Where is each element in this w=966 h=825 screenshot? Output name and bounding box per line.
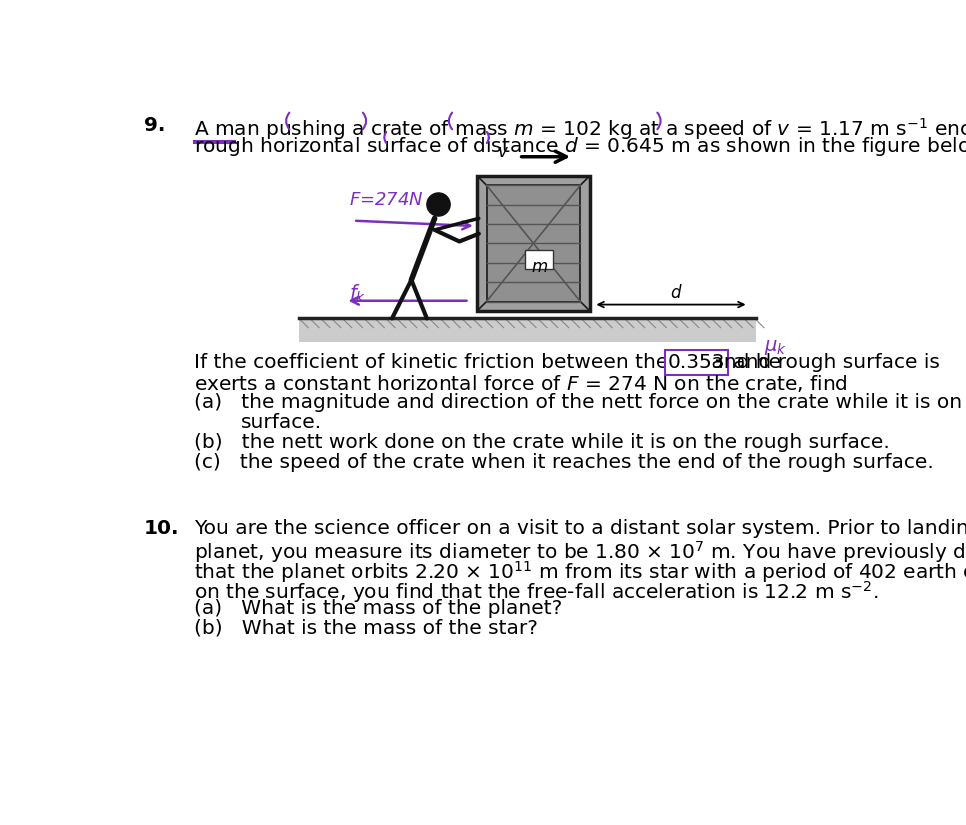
Text: If the coefficient of kinetic friction between the crate and rough surface is: If the coefficient of kinetic friction b… (194, 353, 947, 372)
Text: You are the science officer on a visit to a distant solar system. Prior to landi: You are the science officer on a visit t… (194, 519, 966, 538)
Text: (c)   the speed of the crate when it reaches the end of the rough surface.: (c) the speed of the crate when it reach… (194, 453, 934, 472)
Text: and he: and he (705, 353, 781, 372)
Text: 10.: 10. (144, 519, 180, 538)
Text: (a)   What is the mass of the planet?: (a) What is the mass of the planet? (194, 599, 562, 618)
Text: surface.: surface. (241, 413, 322, 432)
Bar (526, 250, 553, 269)
Text: $m$: $m$ (530, 258, 548, 276)
Text: planet, you measure its diameter to be 1.80 $\times$ 10$^{7}$ m. You have previo: planet, you measure its diameter to be 1… (194, 539, 966, 564)
Text: rough horizontal surface of distance $d$ = 0.645 m as shown in the figure below.: rough horizontal surface of distance $d$… (194, 135, 966, 158)
Text: that the planet orbits 2.20 $\times$ 10$^{11}$ m from its star with a period of : that the planet orbits 2.20 $\times$ 10$… (194, 559, 966, 585)
Bar (299, 318, 756, 342)
Text: $\mu_k$: $\mu_k$ (764, 337, 787, 356)
Text: $f_k$: $f_k$ (350, 282, 366, 304)
Text: A man pushing a crate of mass $m$ = 102 kg at a speed of $v$ = 1.17 m s$^{-1}$ e: A man pushing a crate of mass $m$ = 102 … (194, 116, 966, 142)
Text: $F$=274N: $F$=274N (350, 191, 424, 210)
Text: $d$: $d$ (670, 284, 683, 301)
Text: (b)   What is the mass of the star?: (b) What is the mass of the star? (194, 619, 538, 638)
Bar (477, 176, 589, 311)
Text: on the surface, you find that the free-fall acceleration is 12.2 m s$^{-2}$.: on the surface, you find that the free-f… (194, 578, 879, 605)
Text: exerts a constant horizontal force of $F$ = 274 N on the crate, find: exerts a constant horizontal force of $F… (194, 373, 848, 394)
Text: $v$: $v$ (497, 143, 509, 161)
Text: (a)   the magnitude and direction of the nett force on the crate while it is on : (a) the magnitude and direction of the n… (194, 394, 966, 412)
Text: 0.353: 0.353 (668, 353, 725, 372)
Bar (487, 186, 581, 301)
Text: 9.: 9. (144, 116, 165, 135)
Text: (b)   the nett work done on the crate while it is on the rough surface.: (b) the nett work done on the crate whil… (194, 433, 890, 452)
Circle shape (427, 193, 450, 216)
